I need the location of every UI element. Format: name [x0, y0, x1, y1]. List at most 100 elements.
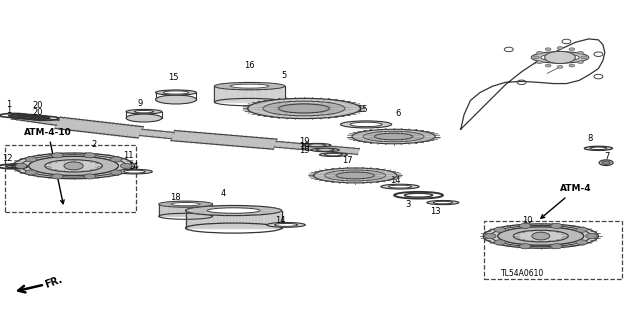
Ellipse shape	[278, 104, 330, 113]
Text: 14: 14	[128, 162, 138, 171]
Ellipse shape	[336, 172, 374, 179]
Ellipse shape	[207, 208, 260, 213]
Ellipse shape	[483, 224, 598, 248]
Ellipse shape	[550, 223, 562, 228]
Ellipse shape	[427, 201, 459, 205]
Ellipse shape	[214, 82, 285, 90]
Ellipse shape	[124, 170, 145, 173]
Text: 14: 14	[275, 216, 285, 225]
Text: 20: 20	[32, 101, 42, 110]
Text: 4: 4	[220, 189, 225, 198]
Text: 15: 15	[357, 105, 367, 114]
Text: 12: 12	[3, 154, 13, 163]
Ellipse shape	[533, 56, 539, 59]
Ellipse shape	[576, 240, 588, 245]
Text: 1: 1	[6, 100, 12, 109]
Ellipse shape	[550, 244, 562, 249]
Ellipse shape	[532, 232, 550, 240]
Ellipse shape	[602, 161, 610, 165]
Ellipse shape	[433, 201, 452, 204]
Ellipse shape	[303, 143, 331, 147]
Ellipse shape	[156, 90, 196, 95]
Text: 19: 19	[299, 137, 309, 146]
Ellipse shape	[21, 155, 127, 177]
Ellipse shape	[578, 51, 584, 54]
Polygon shape	[12, 114, 59, 125]
Ellipse shape	[581, 56, 587, 59]
Ellipse shape	[494, 240, 506, 245]
Ellipse shape	[520, 244, 531, 249]
Ellipse shape	[350, 122, 382, 127]
Ellipse shape	[163, 91, 189, 94]
Ellipse shape	[134, 110, 154, 113]
Text: 19: 19	[299, 142, 309, 151]
Ellipse shape	[275, 223, 298, 226]
Text: 16: 16	[244, 61, 255, 70]
Text: FR.: FR.	[44, 275, 64, 290]
Ellipse shape	[498, 227, 584, 245]
Ellipse shape	[230, 84, 269, 88]
Ellipse shape	[578, 61, 584, 63]
Ellipse shape	[84, 153, 95, 158]
Ellipse shape	[116, 169, 152, 174]
Ellipse shape	[584, 146, 612, 151]
Polygon shape	[274, 141, 360, 154]
Ellipse shape	[13, 153, 134, 179]
Polygon shape	[140, 129, 174, 139]
Ellipse shape	[352, 129, 435, 144]
Ellipse shape	[388, 185, 412, 188]
Ellipse shape	[29, 156, 118, 175]
Ellipse shape	[186, 205, 282, 216]
Text: ATM-4-10: ATM-4-10	[24, 128, 72, 204]
Ellipse shape	[325, 170, 385, 181]
Text: 10: 10	[522, 216, 532, 225]
Ellipse shape	[494, 227, 506, 232]
Ellipse shape	[248, 98, 360, 119]
Text: 15: 15	[168, 73, 179, 82]
Text: 14: 14	[390, 176, 401, 185]
Ellipse shape	[545, 48, 551, 51]
Text: 13: 13	[430, 207, 441, 216]
Ellipse shape	[531, 52, 589, 63]
Ellipse shape	[126, 109, 162, 114]
Ellipse shape	[267, 223, 305, 227]
Text: 18: 18	[170, 193, 181, 202]
Ellipse shape	[308, 144, 326, 146]
Text: 9: 9	[138, 99, 143, 108]
Ellipse shape	[314, 168, 397, 183]
Ellipse shape	[324, 154, 342, 156]
Ellipse shape	[576, 227, 588, 232]
Ellipse shape	[311, 148, 339, 152]
Text: 5: 5	[282, 71, 287, 80]
Ellipse shape	[557, 47, 563, 49]
Ellipse shape	[120, 163, 132, 168]
Ellipse shape	[156, 95, 196, 104]
Ellipse shape	[536, 61, 542, 63]
Ellipse shape	[316, 149, 334, 151]
Ellipse shape	[569, 48, 575, 51]
Ellipse shape	[26, 170, 37, 175]
Ellipse shape	[340, 121, 392, 128]
Ellipse shape	[381, 184, 419, 189]
Ellipse shape	[110, 157, 122, 162]
Ellipse shape	[319, 153, 348, 157]
Ellipse shape	[52, 153, 63, 158]
Ellipse shape	[26, 157, 37, 162]
Ellipse shape	[513, 230, 568, 242]
Ellipse shape	[541, 54, 579, 61]
Ellipse shape	[520, 223, 531, 228]
Ellipse shape	[126, 114, 162, 122]
Ellipse shape	[159, 201, 212, 207]
Text: 3: 3	[405, 200, 410, 209]
Ellipse shape	[536, 51, 542, 54]
Ellipse shape	[498, 227, 584, 245]
Ellipse shape	[64, 162, 83, 170]
Text: TL54A0610: TL54A0610	[500, 269, 544, 278]
Ellipse shape	[569, 64, 575, 67]
Text: 11: 11	[123, 151, 133, 160]
Ellipse shape	[599, 160, 613, 166]
Ellipse shape	[263, 101, 345, 116]
Polygon shape	[214, 86, 285, 102]
Text: 17: 17	[342, 156, 353, 165]
Text: 1: 1	[6, 106, 12, 115]
